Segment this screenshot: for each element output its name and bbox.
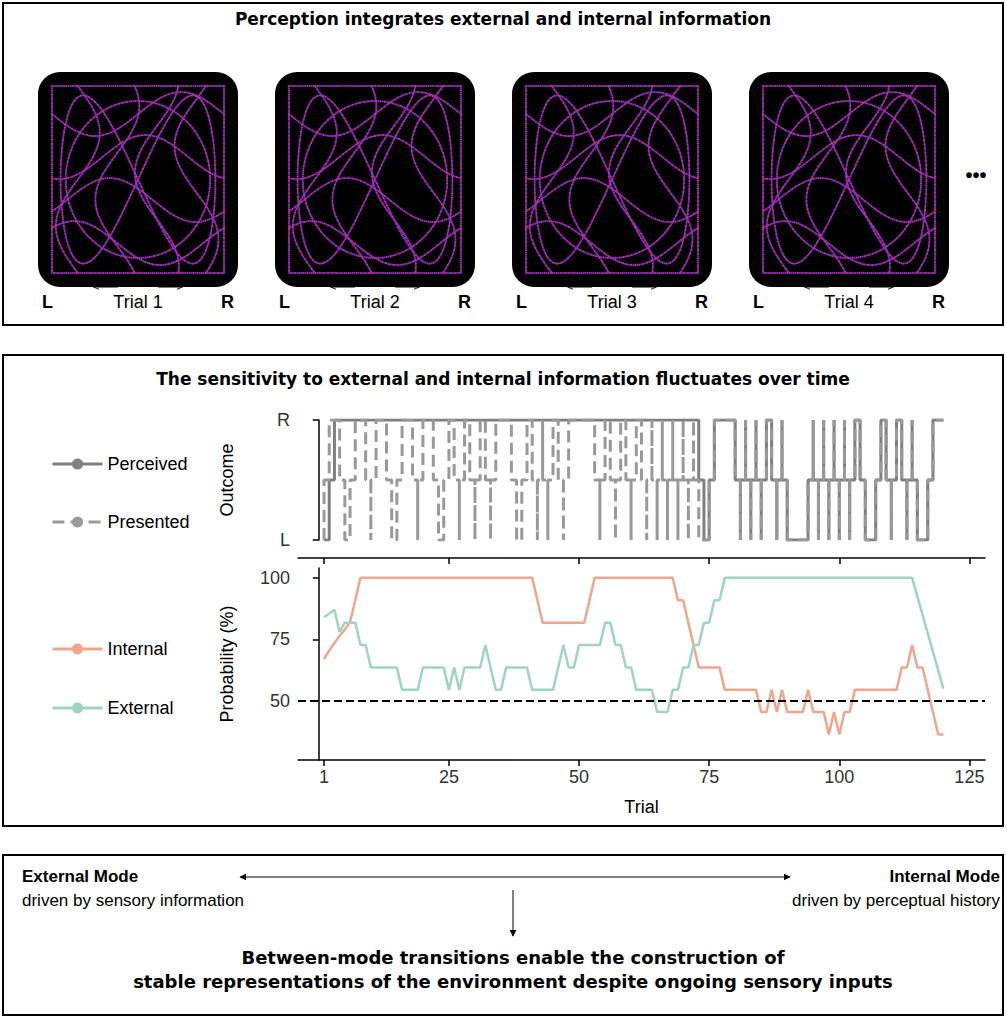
svg-text:75: 75 xyxy=(699,767,719,787)
svg-text:25: 25 xyxy=(439,767,459,787)
svg-text:External Mode: External Mode xyxy=(22,867,138,886)
svg-text:R: R xyxy=(932,292,945,312)
svg-text:125: 125 xyxy=(954,767,984,787)
svg-text:Between-mode transitions enabl: Between-mode transitions enable the cons… xyxy=(241,947,784,968)
svg-text:Perception integrates external: Perception integrates external and inter… xyxy=(235,9,771,29)
svg-text:L: L xyxy=(279,292,290,312)
svg-text:Internal Mode: Internal Mode xyxy=(889,867,1000,886)
svg-text:External: External xyxy=(108,698,174,718)
svg-text:The sensitivity to external an: The sensitivity to external and internal… xyxy=(156,369,850,389)
svg-text:driven by sensory information: driven by sensory information xyxy=(22,891,244,910)
svg-text:driven by perceptual history: driven by perceptual history xyxy=(792,891,1000,910)
svg-text:stable representations of the: stable representations of the environmen… xyxy=(133,971,893,992)
svg-text:75: 75 xyxy=(270,629,290,649)
svg-text:Trial 3: Trial 3 xyxy=(587,292,636,312)
svg-text:R: R xyxy=(277,410,290,430)
svg-text:Trial 1: Trial 1 xyxy=(113,292,162,312)
svg-text:1: 1 xyxy=(319,767,329,787)
svg-text:Trial 2: Trial 2 xyxy=(350,292,399,312)
svg-text:•••: ••• xyxy=(965,164,986,186)
svg-text:50: 50 xyxy=(270,691,290,711)
svg-text:Outcome: Outcome xyxy=(217,443,237,516)
svg-text:R: R xyxy=(458,292,471,312)
svg-text:100: 100 xyxy=(824,767,854,787)
svg-text:Probability (%): Probability (%) xyxy=(217,605,237,722)
svg-text:L: L xyxy=(753,292,764,312)
svg-text:50: 50 xyxy=(569,767,589,787)
svg-text:Internal: Internal xyxy=(108,639,168,659)
svg-text:R: R xyxy=(695,292,708,312)
svg-text:L: L xyxy=(516,292,527,312)
svg-text:100: 100 xyxy=(260,568,290,588)
svg-text:Trial: Trial xyxy=(624,797,658,817)
svg-text:R: R xyxy=(221,292,234,312)
svg-text:L: L xyxy=(42,292,53,312)
svg-text:Trial 4: Trial 4 xyxy=(824,292,873,312)
svg-text:L: L xyxy=(280,530,290,550)
svg-text:Presented: Presented xyxy=(108,512,190,532)
svg-text:Perceived: Perceived xyxy=(108,454,188,474)
